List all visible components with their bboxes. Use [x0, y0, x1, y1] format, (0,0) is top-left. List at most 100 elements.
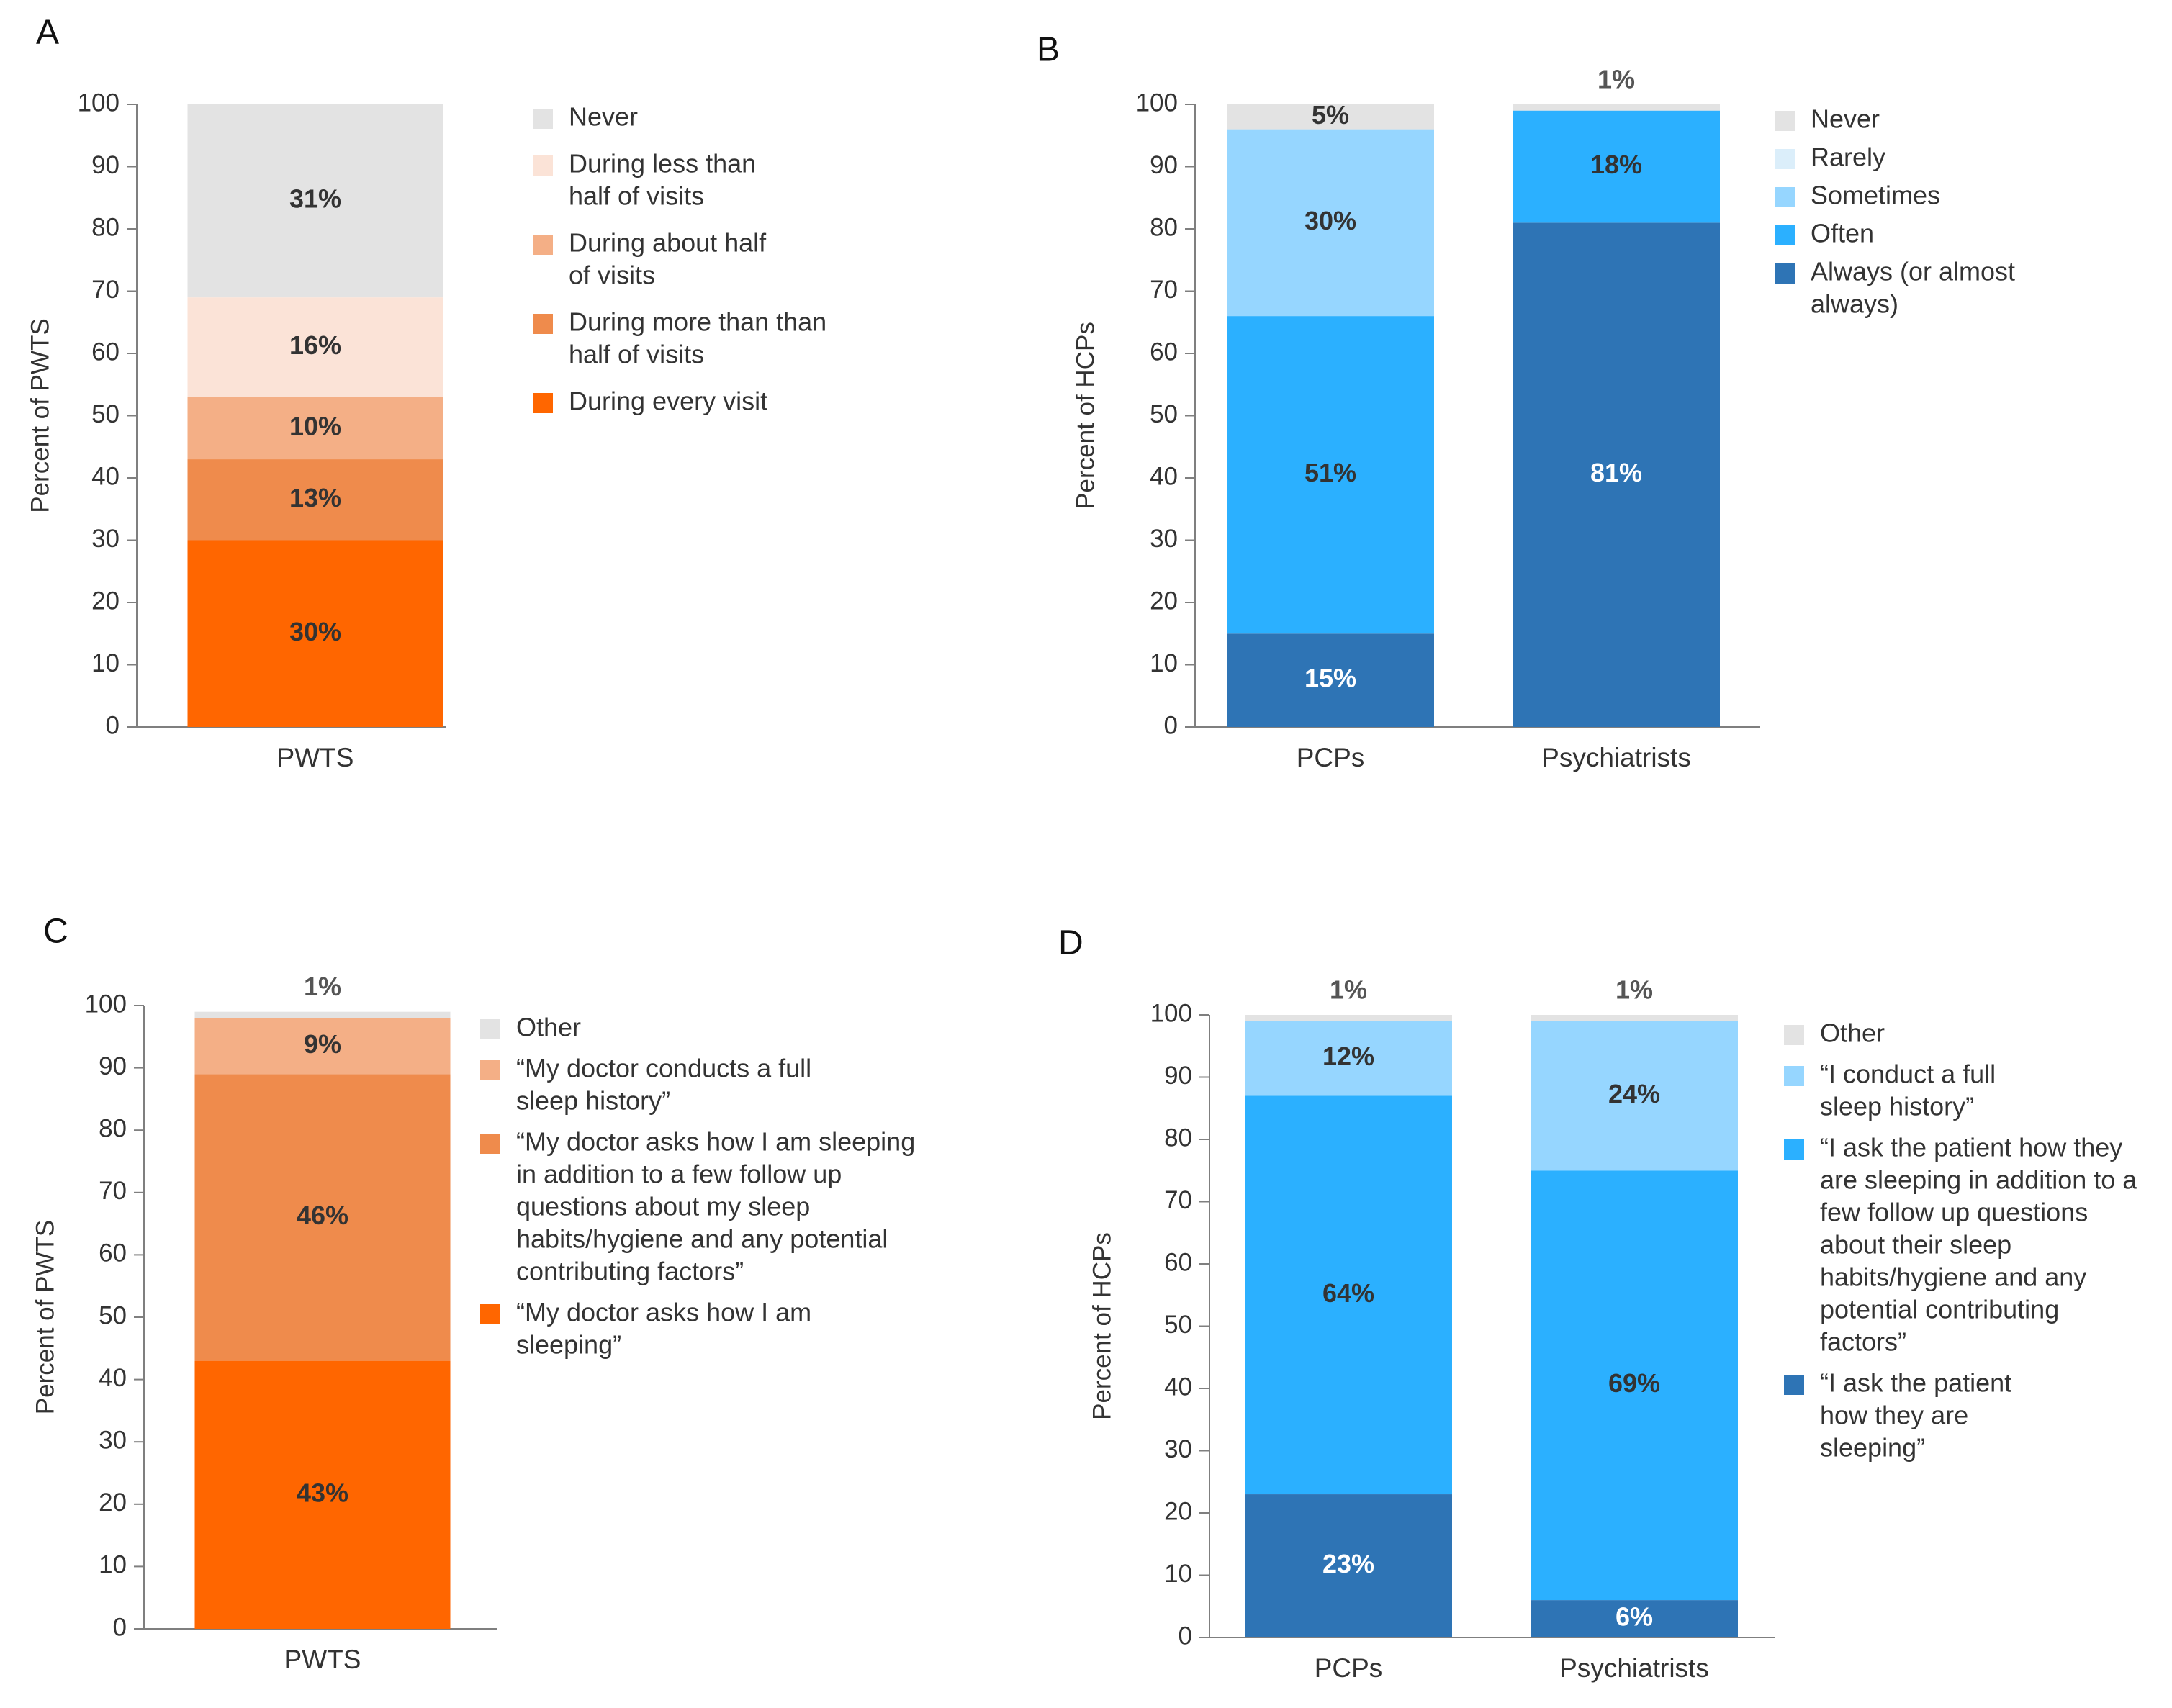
- bar-segment: [1245, 1015, 1452, 1021]
- data-label: 13%: [289, 483, 341, 512]
- legend-label: “I conduct a full: [1820, 1059, 1996, 1089]
- y-tick-label: 90: [1150, 151, 1178, 179]
- y-tick-label: 30: [99, 1426, 127, 1454]
- bar-segment: [187, 397, 443, 460]
- legend-label: in addition to a few follow up: [516, 1160, 842, 1189]
- y-tick-label: 60: [1150, 338, 1178, 366]
- bar-segment: [1531, 1021, 1738, 1171]
- x-tick-label: PCPs: [1297, 743, 1365, 772]
- legend-label: sleep history”: [1820, 1092, 1974, 1121]
- legend-swatch: [1784, 1375, 1804, 1395]
- y-tick-label: 10: [91, 649, 120, 677]
- legend-label: During less than: [569, 149, 756, 179]
- legend-label: Other: [1820, 1018, 1885, 1048]
- y-tick-label: 20: [91, 587, 120, 615]
- legend-label: Never: [1811, 104, 1880, 134]
- legend-label: few follow up questions: [1820, 1198, 2088, 1227]
- legend-swatch: [1775, 225, 1795, 245]
- data-label: 16%: [289, 330, 341, 360]
- legend-label: always): [1811, 289, 1898, 319]
- bar-segment: [1245, 1095, 1452, 1495]
- data-label: 10%: [289, 411, 341, 440]
- y-tick-label: 50: [1150, 400, 1178, 428]
- data-label: 9%: [304, 1029, 341, 1059]
- x-tick-label: PCPs: [1315, 1653, 1383, 1683]
- panel-b: B 0 10 20 30 40 50 60 70 80 90 100 Percent of HCPs 15…: [1037, 31, 2015, 772]
- data-label: 46%: [297, 1201, 348, 1230]
- legend-label: potential contributing: [1820, 1295, 2059, 1324]
- legend-label: sleeping”: [516, 1330, 621, 1360]
- legend-label: habits/hygiene and any: [1820, 1262, 2086, 1292]
- data-label: 1%: [1330, 975, 1367, 1005]
- data-label: 1%: [1598, 65, 1635, 94]
- bar-segment: [1245, 1494, 1452, 1637]
- y-axis-title: Percent of HCPs: [1071, 322, 1099, 510]
- y-tick-label: 20: [1164, 1497, 1192, 1525]
- data-label: 64%: [1322, 1278, 1374, 1308]
- bar-segment: [1227, 129, 1434, 317]
- y-tick-label: 90: [91, 151, 120, 179]
- legend-swatch: [1775, 187, 1795, 207]
- legend-label: Rarely: [1811, 143, 1885, 172]
- y-tick-label: 90: [99, 1052, 127, 1080]
- legend-swatch: [1775, 111, 1795, 131]
- y-tick-label: 70: [1150, 276, 1178, 304]
- legend-label: Never: [569, 102, 638, 132]
- y-tick-label: 50: [99, 1301, 127, 1329]
- legend-label: habits/hygiene and any potential: [516, 1224, 888, 1254]
- legend-swatch: [480, 1304, 500, 1324]
- panel-letter: B: [1037, 31, 1060, 69]
- bar-segment: [1227, 633, 1434, 727]
- y-axis-title: Percent of PWTS: [31, 1220, 59, 1414]
- panel-letter: A: [36, 14, 59, 52]
- legend-label: are sleeping in addition to a: [1820, 1165, 2137, 1195]
- legend-label: contributing factors”: [516, 1257, 744, 1286]
- bar-segment: [1531, 1170, 1738, 1601]
- legend-label: half of visits: [569, 340, 704, 369]
- bar-segment: [1531, 1015, 1738, 1021]
- data-label: 1%: [304, 972, 341, 1001]
- y-tick-label: 0: [113, 1613, 127, 1641]
- data-label: 5%: [1312, 100, 1349, 130]
- y-tick-label: 90: [1164, 1062, 1192, 1090]
- y-tick-label: 50: [91, 400, 120, 428]
- y-tick-label: 40: [1150, 462, 1178, 490]
- y-tick-label: 20: [99, 1488, 127, 1517]
- y-tick-label: 80: [1164, 1124, 1192, 1152]
- legend-swatch: [480, 1019, 500, 1039]
- legend-label: Always (or almost: [1811, 257, 2015, 286]
- data-label: 24%: [1608, 1079, 1660, 1108]
- y-tick-label: 60: [1164, 1248, 1192, 1276]
- data-label: 18%: [1590, 150, 1642, 179]
- legend-label: During every visit: [569, 387, 767, 416]
- bar-segment: [194, 1011, 451, 1018]
- legend-swatch: [1775, 263, 1795, 284]
- panel-d: D 0 10 20 30 40 50 60 70 80 90 100 Percent of HCPs 23…: [1058, 924, 2137, 1683]
- bar-segment: [194, 1074, 451, 1361]
- legend-swatch: [533, 314, 553, 334]
- legend-swatch: [533, 235, 553, 255]
- y-tick-label: 100: [78, 89, 120, 117]
- data-label: 6%: [1616, 1602, 1653, 1632]
- legend-label: “My doctor conducts a full: [516, 1054, 811, 1083]
- y-tick-label: 0: [1179, 1622, 1192, 1650]
- data-label: 69%: [1608, 1368, 1660, 1398]
- y-tick-label: 70: [99, 1177, 127, 1205]
- y-tick-label: 70: [1164, 1186, 1192, 1214]
- data-label: 23%: [1322, 1549, 1374, 1578]
- legend-swatch: [480, 1134, 500, 1154]
- y-tick-label: 100: [1150, 999, 1192, 1027]
- x-tick-label: Psychiatrists: [1541, 743, 1691, 772]
- y-tick-label: 60: [91, 338, 120, 366]
- data-label: 81%: [1590, 458, 1642, 487]
- bar-segment: [1227, 104, 1434, 130]
- bar-segment: [1513, 110, 1720, 223]
- legend-swatch: [533, 155, 553, 176]
- legend-label: During about half: [569, 228, 767, 258]
- legend-label: sleeping”: [1820, 1433, 1925, 1463]
- y-tick-label: 30: [91, 525, 120, 553]
- y-tick-label: 30: [1150, 525, 1178, 553]
- data-label: 43%: [297, 1478, 348, 1507]
- legend-swatch: [480, 1060, 500, 1080]
